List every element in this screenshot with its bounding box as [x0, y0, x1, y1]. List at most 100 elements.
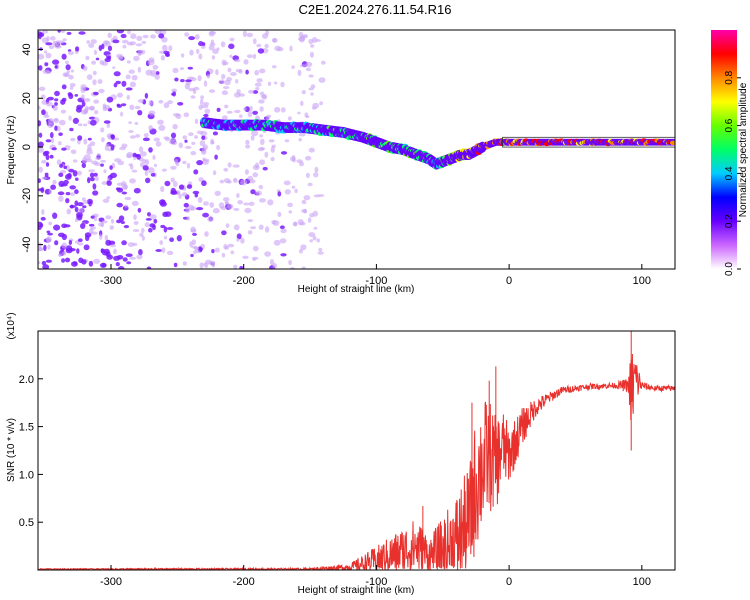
- spectrogram-noise-cell: [122, 257, 128, 262]
- spectrogram-noise-cell: [106, 96, 114, 103]
- spectrogram-noise-cell: [126, 151, 134, 158]
- x-tick-label: -300: [100, 275, 122, 287]
- spectrogram-noise-cell: [158, 99, 164, 104]
- spectrogram-noise-cell: [170, 132, 177, 139]
- spectrogram-noise-cell: [186, 184, 193, 189]
- spectrogram-noise-cell: [161, 36, 168, 43]
- spectrogram-noise-cell: [257, 48, 265, 54]
- spectrogram-noise-cell: [212, 48, 219, 55]
- spectrogram-noise-cell: [252, 257, 256, 262]
- spectrogram-noise-cell: [172, 113, 181, 117]
- snr-y-axis-label: SNR (10 * v/v): [6, 418, 17, 482]
- spectrogram-noise-cell: [145, 177, 151, 184]
- spectrogram-noise-cell: [52, 59, 60, 65]
- spectrogram-noise-cell: [307, 182, 313, 187]
- spectrogram-noise-cell: [82, 157, 88, 164]
- spectrogram-noise-cell: [294, 188, 298, 194]
- spectrogram-noise-cell: [281, 107, 286, 113]
- spectrogram-noise-cell: [135, 43, 143, 47]
- spectrogram-noise-cell: [224, 104, 229, 109]
- spectrogram-noise-cell: [229, 54, 233, 59]
- spectrogram-noise-cell: [68, 115, 72, 121]
- spectrogram-noise-cell: [229, 37, 235, 42]
- spectrogram-noise-cell: [267, 81, 272, 87]
- spectrogram-noise-cell: [131, 74, 138, 81]
- snr-panel: -300 -200 -100 0 100 0.5 1.0 1.5 2.0 (x10⁴) Hei…: [6, 312, 676, 596]
- spectrogram-noise-cell: [70, 192, 75, 197]
- spectrogram-noise-cell: [69, 127, 74, 132]
- spectrogram-noise-cell: [166, 250, 174, 256]
- spectrogram-noise-cell: [189, 241, 193, 248]
- spectrogram-noise-cell: [83, 123, 88, 127]
- spectrogram-noise-cell: [50, 132, 54, 139]
- spectrogram-noise-cell: [189, 49, 194, 56]
- spectrogram-noise-cell: [110, 134, 115, 140]
- spectrogram-noise-cell: [307, 217, 312, 223]
- spectrogram-noise-cell: [225, 201, 230, 205]
- spectrogram-noise-cell: [142, 165, 149, 171]
- spectrogram-noise-cell: [69, 83, 76, 87]
- spectrogram-noise-cell: [160, 186, 165, 193]
- spectrogram-noise-cell: [188, 132, 194, 137]
- spectrogram-noise-cell: [130, 33, 137, 40]
- spectrogram-noise-cell: [107, 32, 112, 38]
- spectrogram-noise-cell: [194, 118, 199, 125]
- spectrogram-noise-cell: [197, 197, 203, 203]
- spectrogram-noise-cell: [232, 179, 238, 183]
- spectrogram-noise-cell: [245, 144, 251, 149]
- spectrogram-noise-cell: [190, 95, 196, 99]
- spectrogram-noise-cell: [87, 143, 92, 150]
- spectrogram-noise-cell: [310, 84, 316, 89]
- spectrogram-noise-cell: [186, 216, 191, 221]
- spectrogram-noise-cell: [237, 200, 243, 205]
- spectrogram-noise-cell: [246, 54, 253, 59]
- spectrogram-noise-cell: [144, 170, 149, 176]
- snr-series-line: [38, 353, 675, 570]
- spectrogram-noise-cell: [102, 198, 110, 203]
- spectrogram-noise-cell: [242, 30, 247, 37]
- spectrogram-noise-cell: [174, 77, 179, 82]
- spectrogram-noise-cell: [116, 182, 124, 186]
- spectrogram-noise-cell: [150, 172, 156, 177]
- spectrogram-noise-cell: [65, 198, 70, 204]
- spectrogram-noise-cell: [121, 80, 127, 87]
- spectrogram-noise-cell: [223, 61, 229, 66]
- spectrogram-noise-cell: [61, 242, 68, 249]
- spectrogram-noise-cell: [194, 135, 199, 139]
- spectrogram-noise-cell: [137, 66, 142, 73]
- spectrogram-noise-cell: [310, 44, 315, 48]
- spectrogram-noise-cell: [90, 177, 95, 182]
- spectrogram-noise-cell: [48, 189, 52, 195]
- spectrogram-noise-cell: [176, 235, 182, 242]
- y-tick-label: -20: [21, 188, 33, 204]
- spectrogram-noise-cell: [172, 67, 179, 74]
- x-tick-label: 0: [506, 576, 512, 588]
- spectrogram-noise-cell: [113, 255, 121, 261]
- spectrogram-noise-cell: [272, 38, 277, 43]
- spectrogram-noise-cell: [252, 38, 257, 45]
- spectrogram-noise-cell: [234, 109, 241, 114]
- spectrogram-noise-cell: [182, 135, 188, 140]
- spectrogram-noise-cell: [74, 94, 79, 97]
- spectrogram-noise-cell: [43, 244, 47, 252]
- spectrogram-noise-cell: [291, 185, 296, 189]
- spectrogram-noise-cell: [288, 259, 292, 266]
- spectrogram-noise-cell: [48, 45, 55, 50]
- spectrogram-noise-cell: [209, 42, 216, 47]
- spectrogram-noise-cell: [139, 151, 147, 157]
- spectrogram-noise-cell: [80, 84, 87, 90]
- spectrogram-noise-cell: [252, 245, 259, 252]
- spectrogram-noise-cell: [77, 238, 83, 242]
- spectrogram-frame: [37, 29, 676, 270]
- spectrogram-noise-cell: [186, 162, 191, 169]
- spectrogram-noise-cell: [61, 53, 67, 60]
- spectrogram-noise-cell: [222, 86, 230, 90]
- spectrogram-noise-cell: [100, 163, 104, 167]
- spectrogram-noise-cell: [310, 92, 314, 96]
- spectrogram-noise-cell: [121, 39, 129, 44]
- spectrogram-y-ticks: -40 -20 0 20 40: [21, 43, 43, 253]
- spectrogram-noise-cell: [166, 227, 174, 230]
- spectrogram-noise-cell: [168, 140, 176, 145]
- spectrogram-noise-cell: [41, 109, 46, 116]
